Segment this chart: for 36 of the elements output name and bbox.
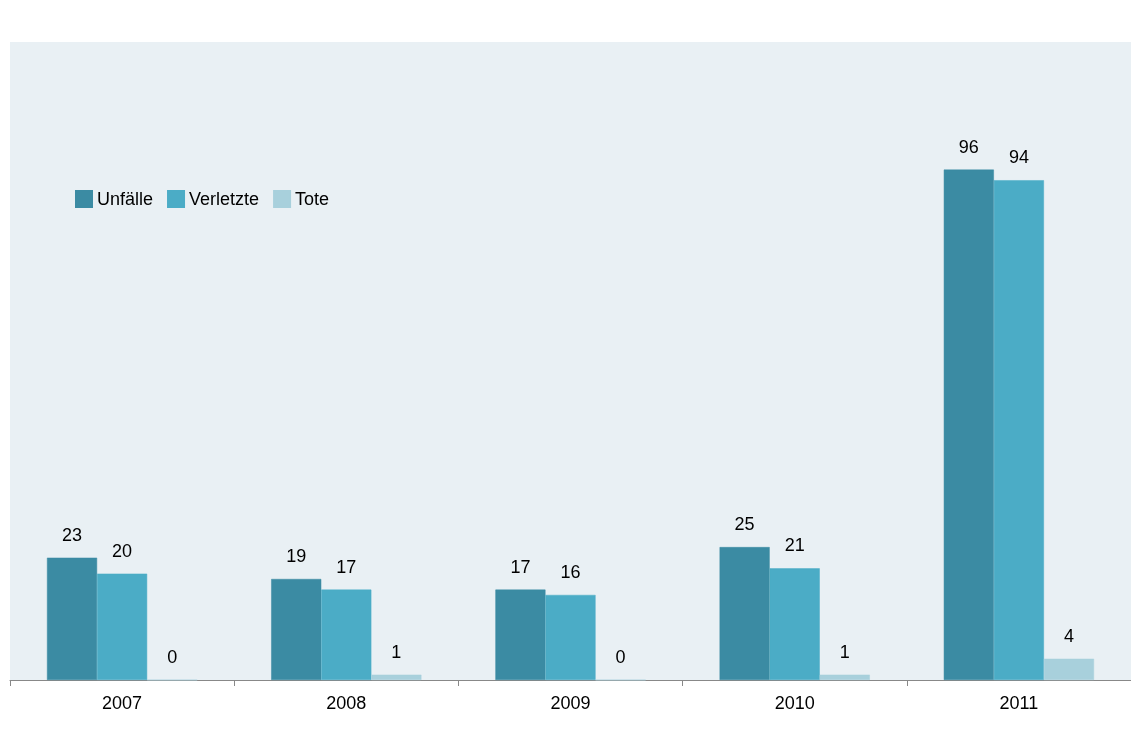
data-label: 1	[391, 641, 402, 662]
x-tick-label: 2009	[550, 693, 591, 713]
bar	[769, 568, 820, 680]
data-label: 16	[560, 561, 581, 582]
data-label: 17	[510, 556, 531, 577]
bar	[943, 169, 994, 680]
data-label: 1	[839, 641, 850, 662]
bar	[97, 573, 148, 680]
bar	[371, 674, 422, 680]
bar	[819, 674, 870, 680]
data-label: 96	[958, 136, 979, 157]
legend-label: Tote	[295, 189, 330, 209]
bar	[719, 547, 770, 680]
x-tick-label: 2008	[326, 693, 367, 713]
legend-label: Verletzte	[189, 189, 260, 209]
bar	[545, 594, 596, 680]
data-label: 17	[336, 556, 357, 577]
data-label: 23	[62, 524, 83, 545]
data-label: 0	[167, 646, 178, 667]
legend-label: Unfälle	[97, 189, 154, 209]
bar	[271, 578, 322, 680]
bar	[321, 589, 372, 680]
bar	[1043, 658, 1095, 680]
data-label: 4	[1063, 625, 1074, 646]
data-label: 25	[734, 514, 755, 535]
x-tick-label: 2011	[999, 693, 1039, 713]
bar	[993, 180, 1044, 680]
data-label: 0	[615, 646, 626, 667]
x-tick-label: 2007	[102, 693, 143, 713]
data-label: 94	[1008, 147, 1029, 168]
data-label: 20	[112, 540, 133, 561]
data-label: 19	[286, 545, 307, 566]
x-tick-label: 2010	[774, 693, 815, 713]
bar	[495, 589, 546, 680]
data-label: 21	[784, 535, 805, 556]
bar	[46, 557, 98, 680]
